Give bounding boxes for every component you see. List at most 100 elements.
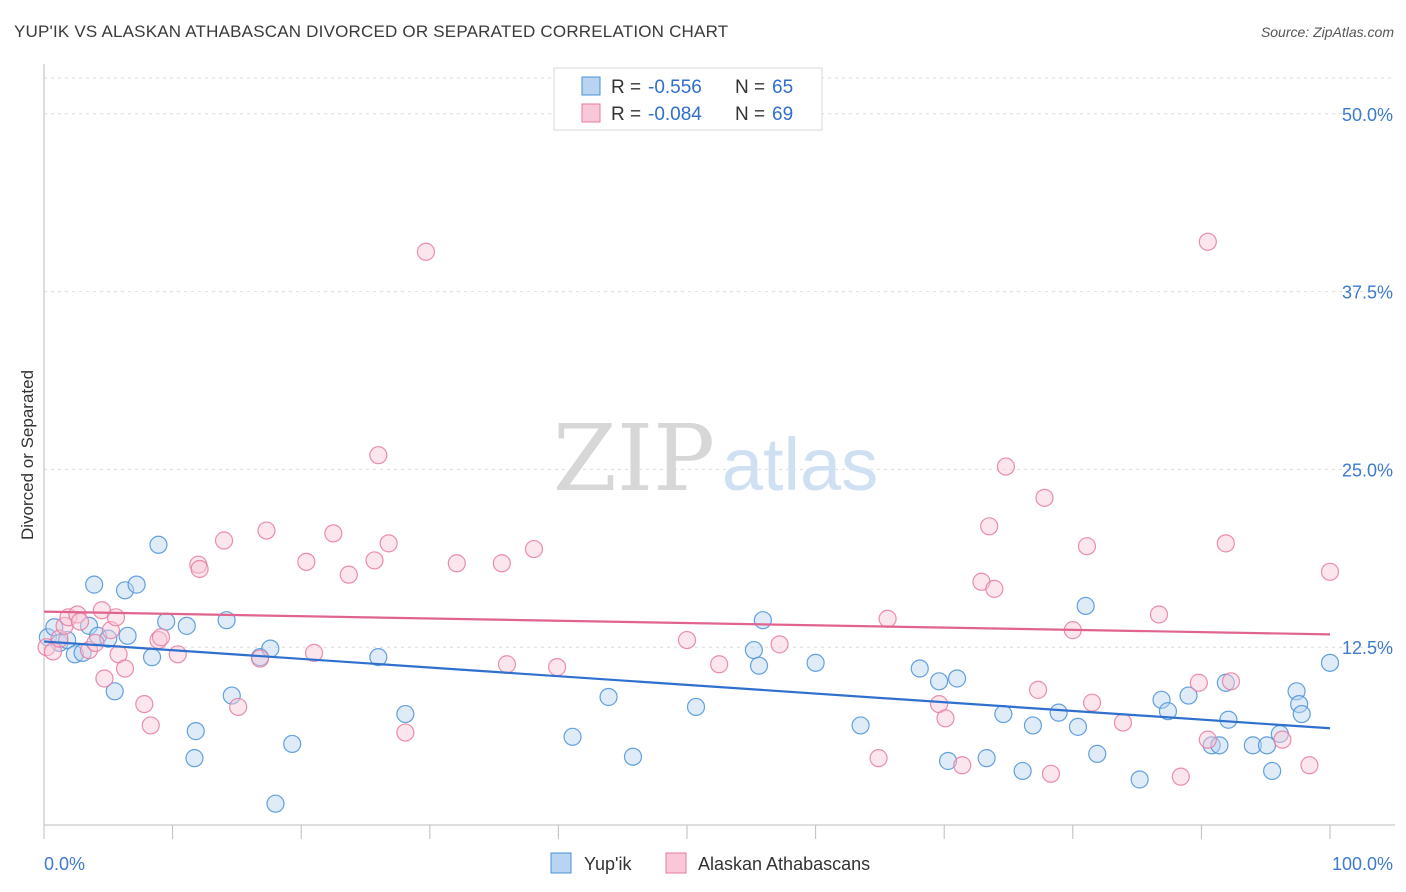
legend-swatch-athabascan xyxy=(665,852,687,874)
stats-swatch-athabascan xyxy=(581,103,601,123)
yupik-point xyxy=(1023,716,1043,735)
athabascan-point xyxy=(1221,672,1241,691)
yupik-point xyxy=(1243,736,1262,755)
yupik-point xyxy=(806,653,825,672)
athabascan-point xyxy=(1113,713,1133,732)
yupik-point xyxy=(266,794,285,813)
yupik-point xyxy=(744,640,763,660)
y-tick-label: 12.5% xyxy=(1342,638,1393,658)
yupik-point xyxy=(1158,702,1178,721)
athabascan-point xyxy=(770,635,789,654)
yupik-point xyxy=(977,749,996,768)
athabascan-point xyxy=(869,749,888,768)
yupik-point xyxy=(222,686,241,705)
athabascan-point xyxy=(1041,764,1061,783)
series-legend: Yup'ik Alaskan Athabascans xyxy=(550,852,870,874)
watermark-atlas: atlas xyxy=(722,423,878,506)
athabascan-point xyxy=(1300,756,1319,775)
y-tick-labels: 12.5% 25.0% 37.5% 50.0% xyxy=(1342,105,1393,658)
athabascan-point xyxy=(396,723,415,742)
athabascan-point xyxy=(190,559,209,579)
athabascan-point xyxy=(1189,673,1208,692)
yupik-point xyxy=(149,535,168,554)
yupik-point xyxy=(1263,761,1282,781)
yupik-point xyxy=(851,716,870,735)
y-tick-label: 37.5% xyxy=(1342,283,1393,303)
yupik-point xyxy=(749,656,769,675)
y-tick-label: 25.0% xyxy=(1342,460,1393,480)
x-tick-label-max: 100.0% xyxy=(1332,854,1393,874)
athabascan-point xyxy=(1035,488,1054,507)
athabascan-point xyxy=(1171,767,1190,786)
athabascan-point xyxy=(115,659,135,678)
yupik-point xyxy=(118,626,137,645)
yupik-point xyxy=(1210,736,1229,755)
axes xyxy=(43,64,1395,839)
yupik-point xyxy=(910,659,929,678)
athabascan-point xyxy=(70,612,90,631)
athabascan-point xyxy=(297,552,316,571)
athabascan-point xyxy=(214,531,234,550)
yupik-point xyxy=(1219,710,1238,729)
stats-r-value-athabascan: -0.084 xyxy=(648,104,702,125)
yupik-point xyxy=(127,575,146,594)
yupik-point xyxy=(185,749,204,768)
stats-r-label-athabascan: R = xyxy=(611,104,641,125)
athabascan-point xyxy=(985,579,1004,598)
yupik-point xyxy=(947,669,967,688)
athabascan-point xyxy=(497,655,517,674)
yupik-point xyxy=(79,616,99,635)
yupik-point xyxy=(1292,704,1311,724)
athabascan-point xyxy=(106,608,126,627)
yupik-point xyxy=(1076,596,1095,616)
yupik-point xyxy=(105,682,124,701)
athabascan-point xyxy=(492,554,511,573)
athabascan-point xyxy=(524,539,544,559)
athabascan-point xyxy=(416,242,436,261)
athabascan-point xyxy=(339,565,358,584)
yupik-point xyxy=(938,751,958,771)
athabascan-point xyxy=(86,633,105,653)
yupik-point xyxy=(753,611,772,630)
athabascan-point xyxy=(677,630,697,650)
athabascan-point xyxy=(447,554,466,573)
athabascan-point xyxy=(953,756,972,775)
legend-swatch-yupik xyxy=(550,852,572,874)
athabascan-trend-line xyxy=(43,610,1331,636)
athabascan-point xyxy=(1149,605,1169,624)
athabascan-point xyxy=(980,517,999,536)
stats-n-label-athabascan: N = xyxy=(735,104,765,125)
yupik-point xyxy=(929,672,949,691)
stats-legend: R = -0.556 N = 65 R = -0.084 N = 69 xyxy=(553,67,823,131)
watermark: ZIP atlas xyxy=(553,405,878,512)
yupik-point xyxy=(1179,686,1198,705)
athabascan-point xyxy=(1216,534,1235,553)
yupik-point xyxy=(369,648,388,667)
athabascan-point xyxy=(151,628,171,647)
athabascan-point xyxy=(1198,730,1217,749)
yupik-point xyxy=(623,747,643,766)
stats-r-value-yupik: -0.556 xyxy=(648,77,702,98)
athabascan-point xyxy=(257,521,276,540)
yupik-point xyxy=(157,612,176,631)
yupik-point xyxy=(186,722,205,741)
athabascan-point xyxy=(95,669,114,688)
stats-n-value-athabascan: 69 xyxy=(772,104,793,125)
chart-title: YUP'IK VS ALASKAN ATHABASCAN DIVORCED OR… xyxy=(14,22,729,41)
athabascan-point xyxy=(135,694,154,714)
yupik-point xyxy=(65,645,84,664)
chart-source: Source: ZipAtlas.com xyxy=(1260,24,1394,40)
watermark-zip: ZIP xyxy=(553,405,715,512)
athabascan-point xyxy=(379,534,398,553)
athabascan-point xyxy=(996,457,1016,476)
yupik-point xyxy=(599,687,618,707)
legend-label-athabascan: Alaskan Athabascans xyxy=(698,854,870,874)
legend-label-yupik: Yup'ik xyxy=(584,854,632,874)
yupik-point xyxy=(283,734,302,754)
stats-r-label-yupik: R = xyxy=(611,77,641,98)
athabascan-point xyxy=(168,645,187,664)
stats-n-label-yupik: N = xyxy=(735,77,765,98)
yupik-point xyxy=(686,697,706,717)
gridlines xyxy=(44,77,1395,648)
